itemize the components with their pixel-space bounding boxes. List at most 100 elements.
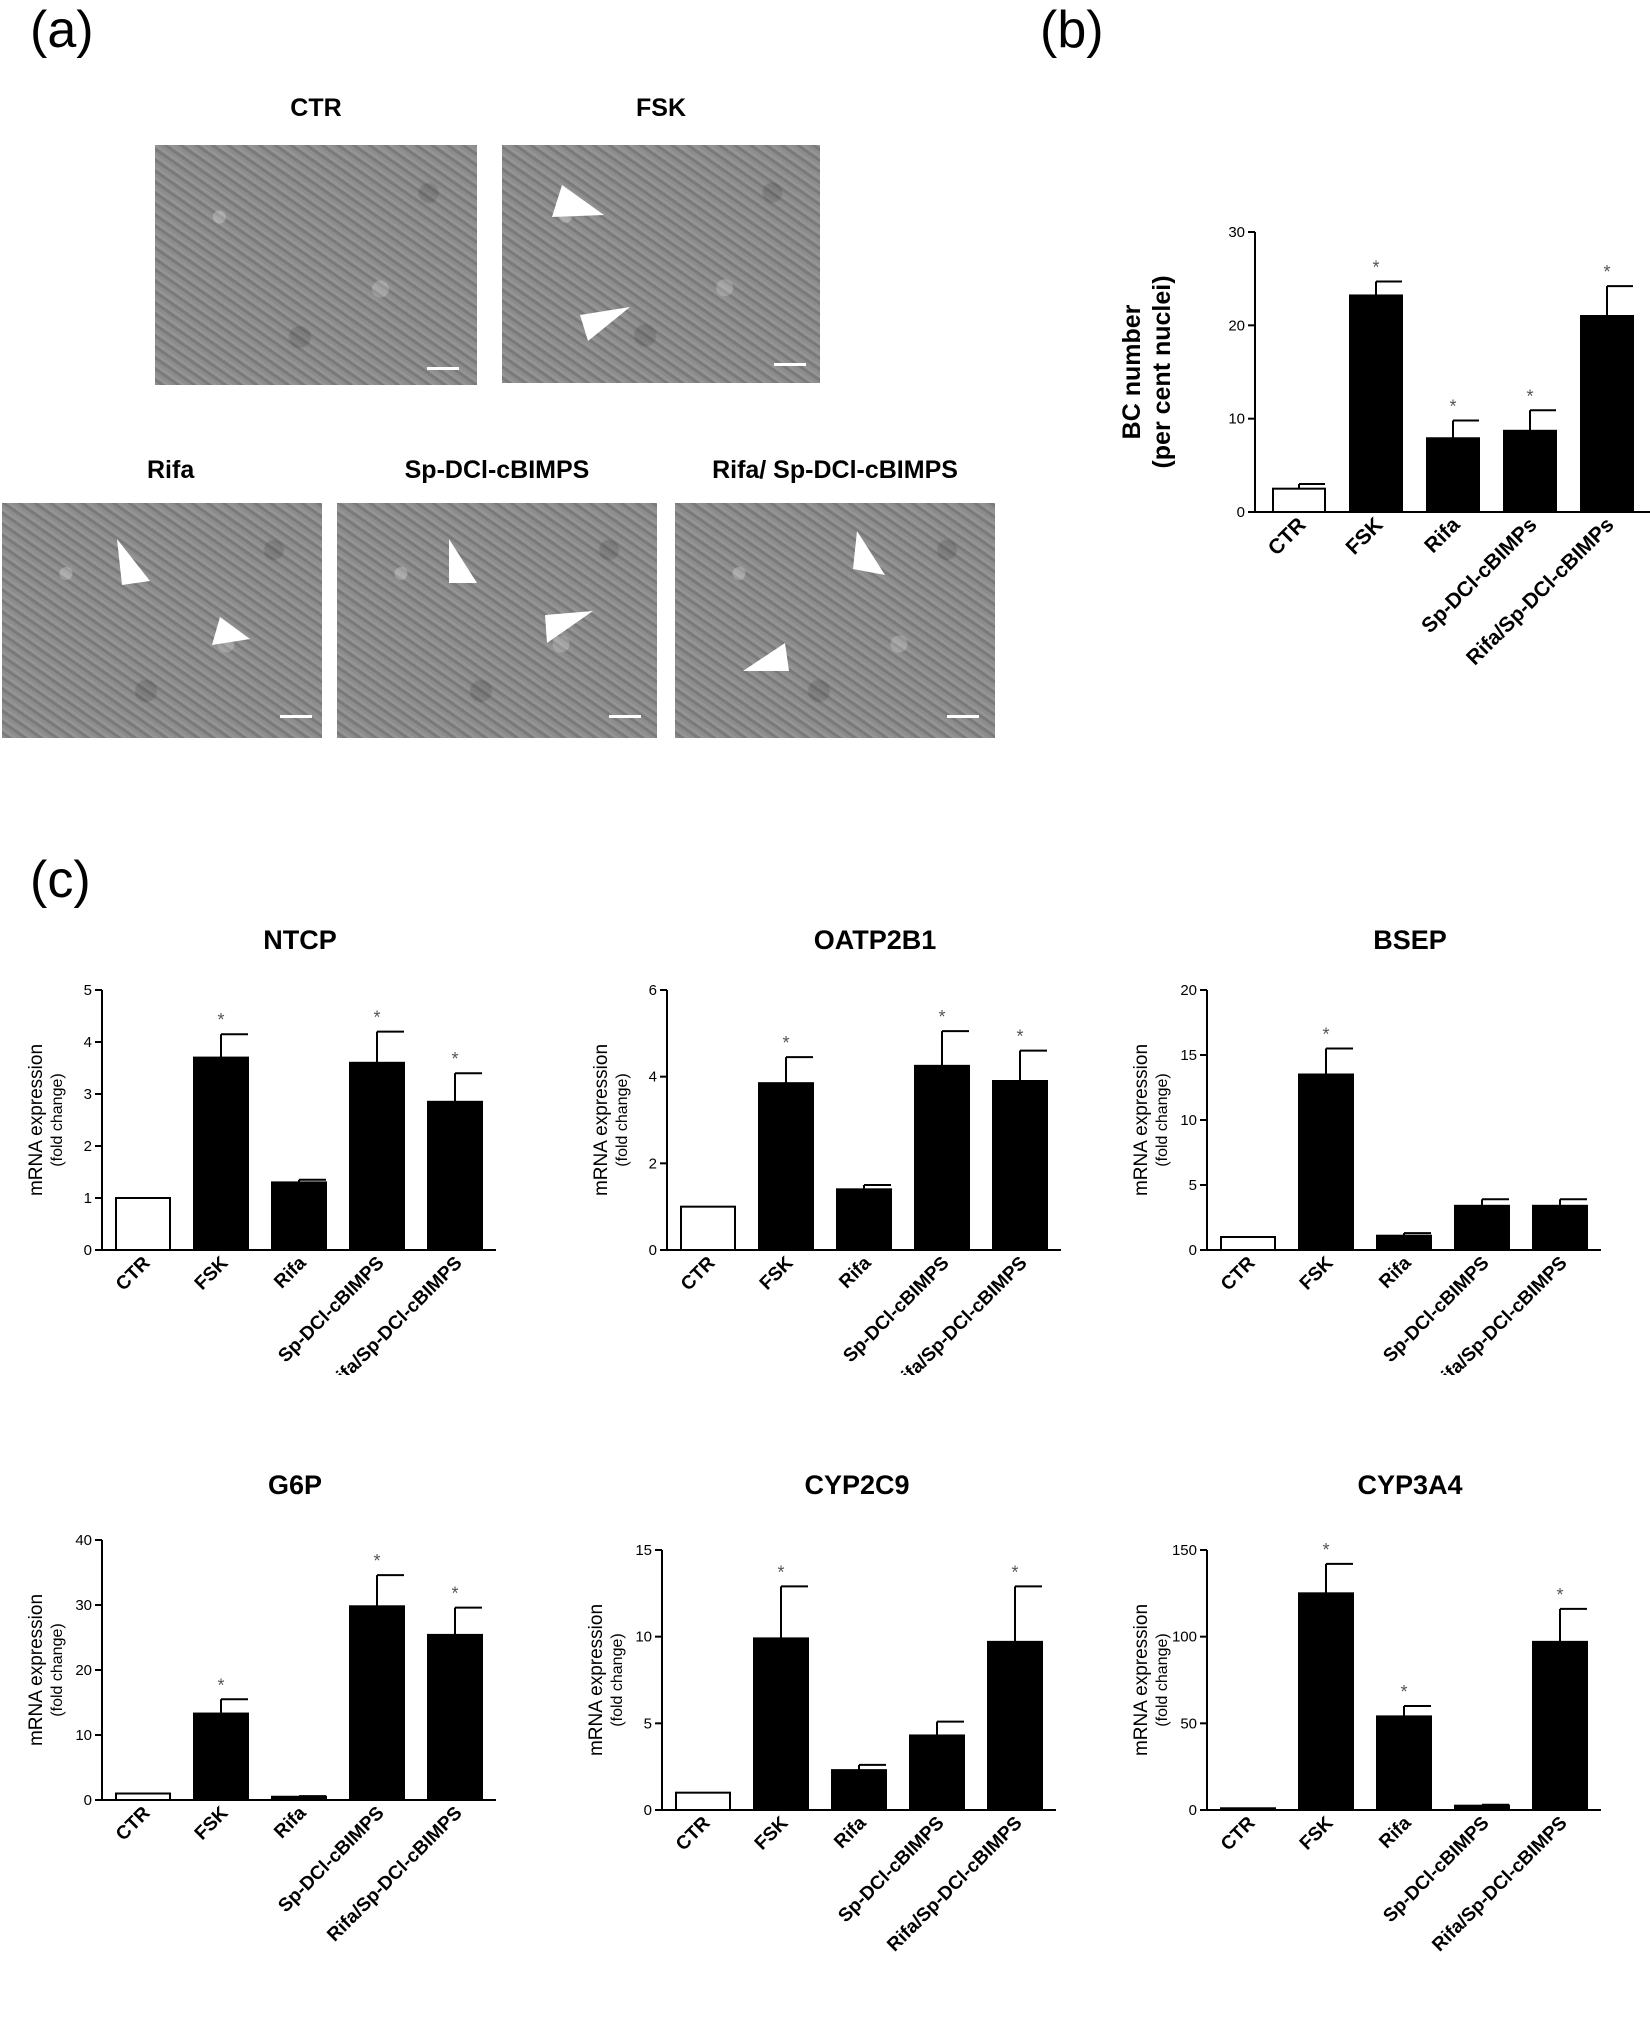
category-label: Rifa (270, 1802, 311, 1843)
bar-sp-dcl-cbimps (909, 1734, 965, 1811)
y-tick-label: 0 (1189, 1802, 1197, 1819)
bar-ctr (115, 1197, 171, 1251)
y-axis-label-sub: (per cent nuclei) (1148, 275, 1176, 468)
y-tick-label: 30 (75, 1597, 92, 1614)
category-label: FSK (191, 1802, 233, 1844)
category-label: CTR (112, 1252, 155, 1295)
bar-ctr (1272, 487, 1326, 513)
category-label: FSK (756, 1252, 798, 1294)
bar-chart-bc-number: 0 10 20 30 BC number (per cent nuclei) CTR * FSK… (1118, 224, 1650, 670)
bar-rifa (831, 1769, 887, 1811)
bar-chart-ntcp: 0 1 2 3 4 5 mRNA expression (fold change) CTR * FS… (26, 982, 496, 1375)
significance-asterisk: * (1011, 1562, 1018, 1582)
chart-title-ntcp: NTCP (263, 925, 337, 955)
bar-fsk (1298, 1073, 1354, 1251)
bar-rifa (271, 1795, 327, 1801)
micrograph-rifa (2, 503, 322, 738)
micrograph-fsk (502, 145, 820, 383)
significance-asterisk: * (1322, 1540, 1329, 1560)
arrowhead-2 (545, 611, 593, 643)
scale-bar (774, 363, 806, 366)
y-tick-label: 100 (1172, 1629, 1197, 1646)
bar-ctr (1220, 1807, 1276, 1811)
significance-asterisk: * (451, 1049, 458, 1069)
category-label: CTR (677, 1252, 720, 1295)
category-label: CTR (1264, 513, 1311, 560)
bar-rifa (271, 1181, 327, 1251)
category-label: Rifa (270, 1252, 311, 1293)
bar-fsk (193, 1056, 249, 1251)
significance-asterisk: * (217, 1010, 224, 1030)
panel-label-b: (b) (1040, 1, 1104, 59)
micrograph-rifa-sp (675, 503, 995, 738)
y-tick-label: 5 (84, 982, 92, 999)
y-tick-label: 0 (1237, 504, 1245, 521)
arrowhead-markers (117, 539, 250, 645)
bar-sp-dcl-cbimps (1503, 429, 1557, 513)
bar-rifa-sp-dcl-cbimps (992, 1080, 1048, 1251)
significance-asterisk: * (1016, 1027, 1023, 1047)
bar-ctr (675, 1791, 731, 1811)
panel-label-a: (a) (30, 1, 94, 59)
category-label: CTR (1217, 1252, 1260, 1295)
bar-sp-dcl-cbimps (349, 1605, 405, 1801)
y-axis-label-sub: (fold change) (1154, 1633, 1171, 1726)
significance-asterisk: * (1526, 386, 1533, 406)
category-label: CTR (112, 1802, 155, 1845)
y-axis-label-sub: (fold change) (49, 1623, 66, 1716)
arrowhead-2 (580, 307, 630, 341)
y-tick-label: 20 (1228, 317, 1245, 334)
category-label: CTR (672, 1812, 715, 1855)
chart-title-cyp3a4: CYP3A4 (1357, 1470, 1463, 1500)
category-label: Rifa/Sp-DCl-cBIMPS (323, 1803, 466, 1945)
y-axis-label: mRNA expression (586, 1604, 607, 1756)
y-tick-label: 4 (84, 1034, 92, 1051)
y-tick-label: 10 (1180, 1112, 1197, 1129)
bar-sp-dcl-cbimps (1454, 1204, 1510, 1252)
y-tick-label: 4 (649, 1069, 657, 1086)
y-tick-label: 15 (635, 1542, 652, 1559)
y-tick-label: 0 (644, 1802, 652, 1819)
y-tick-label: 0 (649, 1242, 657, 1259)
y-tick-label: 40 (75, 1532, 92, 1549)
scale-bar (609, 715, 641, 718)
category-label: FSK (1296, 1812, 1338, 1854)
category-label: CTR (1217, 1812, 1260, 1855)
category-label: Rifa/Sp-DCl-cBIMPS (323, 1253, 466, 1375)
bar-ctr (1220, 1236, 1276, 1251)
bar-chart-oatp2b1: 0 2 4 6 mRNA expression (fold change) CTR * FSK R… (591, 982, 1061, 1375)
category-label: FSK (1296, 1252, 1338, 1294)
significance-asterisk: * (373, 1008, 380, 1028)
bar-ctr (680, 1205, 736, 1252)
category-label: FSK (1342, 513, 1388, 559)
arrowhead-markers (449, 539, 593, 643)
y-tick-label: 0 (84, 1792, 92, 1809)
significance-asterisk: * (1603, 262, 1610, 282)
significance-asterisk: * (1322, 1025, 1329, 1045)
y-tick-label: 10 (635, 1629, 652, 1646)
significance-asterisk: * (217, 1675, 224, 1695)
y-tick-label: 6 (649, 982, 657, 999)
significance-asterisk: * (1372, 257, 1379, 277)
category-label: Rifa/Sp-DCl-cBIMPS (1428, 1813, 1571, 1956)
bar-rifa-sp-dcl-cbimps (427, 1633, 483, 1802)
micrograph-title-rifa-sp: Rifa/ Sp-DCl-cBIMPS (712, 456, 958, 484)
bar-sp-dcl-cbimps (349, 1061, 405, 1251)
panel-label-c: (c) (30, 851, 91, 909)
bar-fsk (758, 1082, 814, 1251)
micrograph-ctr (155, 145, 477, 385)
y-axis-label-sub: (fold change) (49, 1073, 66, 1166)
scale-bar (427, 367, 459, 370)
bar-sp-dcl-cbimps (1454, 1804, 1510, 1811)
y-tick-label: 50 (1180, 1715, 1197, 1732)
micrograph-title-rifa: Rifa (147, 456, 195, 484)
y-axis-label-sub: (fold change) (609, 1633, 626, 1726)
y-tick-label: 2 (84, 1138, 92, 1155)
bar-rifa-sp-dcl-cbimps (1532, 1204, 1588, 1252)
bar-chart-cyp3a4: 0 50 100 150 mRNA expression (fold change) CTR… (1131, 1540, 1601, 1956)
chart-title-cyp2c9: CYP2C9 (804, 1470, 910, 1500)
category-label: Rifa (835, 1252, 876, 1293)
arrowhead-markers (743, 531, 885, 671)
y-tick-label: 5 (1189, 1177, 1197, 1194)
bar-fsk (1349, 294, 1403, 514)
